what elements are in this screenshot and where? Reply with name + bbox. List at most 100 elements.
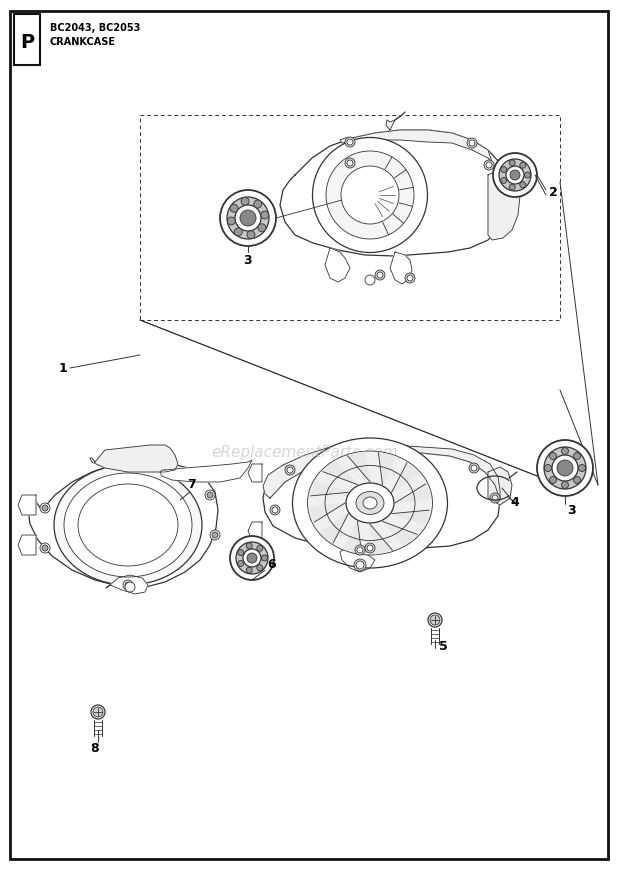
Circle shape <box>501 177 507 183</box>
Polygon shape <box>263 445 500 500</box>
Circle shape <box>40 543 50 553</box>
Circle shape <box>42 505 48 511</box>
Text: 3: 3 <box>244 254 252 267</box>
Circle shape <box>354 559 366 571</box>
Circle shape <box>234 228 242 235</box>
Circle shape <box>228 217 235 225</box>
Polygon shape <box>488 467 512 505</box>
Circle shape <box>237 549 244 555</box>
Ellipse shape <box>293 438 448 568</box>
Circle shape <box>365 543 375 553</box>
Circle shape <box>562 481 569 488</box>
Circle shape <box>220 190 276 246</box>
Text: 2: 2 <box>549 187 557 200</box>
Circle shape <box>471 465 477 471</box>
Circle shape <box>544 447 586 489</box>
Circle shape <box>240 210 256 226</box>
Circle shape <box>407 275 413 281</box>
Polygon shape <box>348 452 370 481</box>
Circle shape <box>227 197 269 239</box>
Text: 7: 7 <box>188 479 197 492</box>
Polygon shape <box>395 484 430 503</box>
Text: 6: 6 <box>268 559 277 572</box>
Circle shape <box>230 204 238 212</box>
Circle shape <box>261 211 268 219</box>
Circle shape <box>574 476 580 483</box>
Circle shape <box>484 160 494 170</box>
Text: P: P <box>20 32 34 51</box>
Circle shape <box>40 503 50 513</box>
Polygon shape <box>323 461 358 485</box>
Circle shape <box>357 547 363 553</box>
Circle shape <box>254 200 262 208</box>
Circle shape <box>493 153 537 197</box>
Text: 4: 4 <box>511 495 520 508</box>
Circle shape <box>430 615 440 625</box>
Polygon shape <box>280 130 510 256</box>
Circle shape <box>506 166 524 184</box>
Circle shape <box>552 455 578 481</box>
Circle shape <box>125 582 131 588</box>
Polygon shape <box>248 464 262 482</box>
Polygon shape <box>378 453 396 485</box>
Circle shape <box>469 463 479 473</box>
Circle shape <box>235 205 261 231</box>
Text: CRANKCASE: CRANKCASE <box>50 37 116 47</box>
Circle shape <box>237 561 244 567</box>
Circle shape <box>490 493 500 503</box>
Circle shape <box>520 182 526 188</box>
Circle shape <box>270 505 280 515</box>
Circle shape <box>377 272 383 278</box>
Circle shape <box>246 543 252 549</box>
Circle shape <box>287 467 293 473</box>
Circle shape <box>210 530 220 540</box>
Polygon shape <box>488 165 520 240</box>
Ellipse shape <box>363 497 377 509</box>
Polygon shape <box>370 524 392 554</box>
Circle shape <box>125 582 135 592</box>
Polygon shape <box>90 445 178 472</box>
Text: 1: 1 <box>59 362 68 375</box>
Polygon shape <box>345 521 361 554</box>
Polygon shape <box>340 548 375 572</box>
Circle shape <box>486 162 492 168</box>
Circle shape <box>247 553 257 563</box>
Polygon shape <box>325 248 350 282</box>
Polygon shape <box>386 112 405 130</box>
Ellipse shape <box>312 137 428 253</box>
Circle shape <box>257 565 263 571</box>
Polygon shape <box>106 575 148 594</box>
Polygon shape <box>28 460 218 588</box>
Text: eReplacementParts.com: eReplacementParts.com <box>211 445 398 460</box>
Text: 3: 3 <box>568 503 577 516</box>
Circle shape <box>243 549 261 567</box>
Ellipse shape <box>326 151 414 239</box>
Circle shape <box>257 545 263 551</box>
Circle shape <box>549 453 557 460</box>
FancyBboxPatch shape <box>14 14 40 65</box>
Polygon shape <box>392 510 430 525</box>
Circle shape <box>499 159 531 191</box>
Circle shape <box>347 160 353 166</box>
Circle shape <box>345 137 355 147</box>
Polygon shape <box>160 460 252 482</box>
Circle shape <box>345 158 355 168</box>
Polygon shape <box>340 130 492 162</box>
Polygon shape <box>311 481 348 496</box>
Circle shape <box>258 223 266 232</box>
Circle shape <box>356 561 364 569</box>
Circle shape <box>246 567 252 574</box>
Circle shape <box>365 275 375 285</box>
Circle shape <box>405 273 415 283</box>
Circle shape <box>525 172 531 178</box>
Circle shape <box>230 536 274 580</box>
Circle shape <box>367 545 373 551</box>
Circle shape <box>562 448 569 454</box>
Ellipse shape <box>308 451 433 555</box>
Circle shape <box>557 460 573 476</box>
Circle shape <box>285 465 295 475</box>
Circle shape <box>375 270 385 280</box>
Circle shape <box>492 495 498 501</box>
Circle shape <box>42 545 48 551</box>
Circle shape <box>544 465 552 472</box>
